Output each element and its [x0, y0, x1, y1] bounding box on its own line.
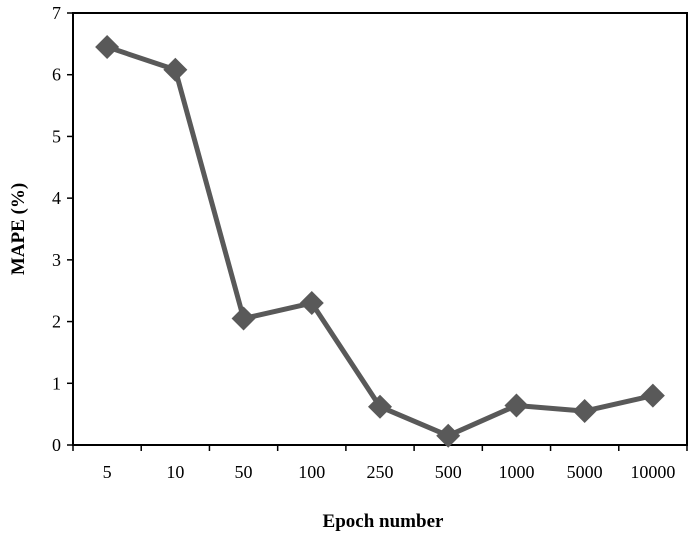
y-tick-label: 4 — [52, 188, 61, 208]
x-tick-label: 5 — [103, 462, 112, 482]
x-tick-label: 1000 — [498, 462, 534, 482]
x-axis: 5 10 50 100 250 500 1000 5000 10000 — [72, 445, 688, 482]
data-point-marker — [572, 399, 597, 424]
series-layer — [95, 34, 665, 448]
data-point-marker — [95, 34, 120, 59]
data-point-marker — [231, 306, 256, 331]
y-tick-label: 0 — [52, 435, 61, 455]
y-tick-label: 7 — [52, 3, 61, 23]
x-tick-label: 100 — [298, 462, 325, 482]
x-tick-label: 5000 — [567, 462, 603, 482]
data-point-marker — [163, 57, 188, 82]
x-tick-label: 50 — [235, 462, 253, 482]
plot-frame — [72, 12, 688, 446]
y-tick-label: 3 — [52, 250, 61, 270]
data-point-marker — [640, 383, 665, 408]
x-tick-label: 10000 — [630, 462, 675, 482]
data-point-marker — [299, 291, 324, 316]
x-tick-label: 10 — [166, 462, 184, 482]
x-tick-label: 250 — [367, 462, 394, 482]
x-tick-label: 500 — [435, 462, 462, 482]
y-tick-label: 2 — [52, 312, 61, 332]
y-axis: 0 1 2 3 4 5 6 7 — [52, 3, 73, 455]
y-tick-label: 5 — [52, 126, 61, 146]
y-tick-label: 6 — [52, 65, 61, 85]
data-point-marker — [504, 393, 529, 418]
y-tick-label: 1 — [52, 373, 61, 393]
x-axis-title: Epoch number — [323, 511, 444, 532]
data-point-marker — [436, 423, 461, 448]
y-axis-title: MAPE (%) — [8, 183, 29, 275]
data-point-marker — [368, 394, 392, 419]
